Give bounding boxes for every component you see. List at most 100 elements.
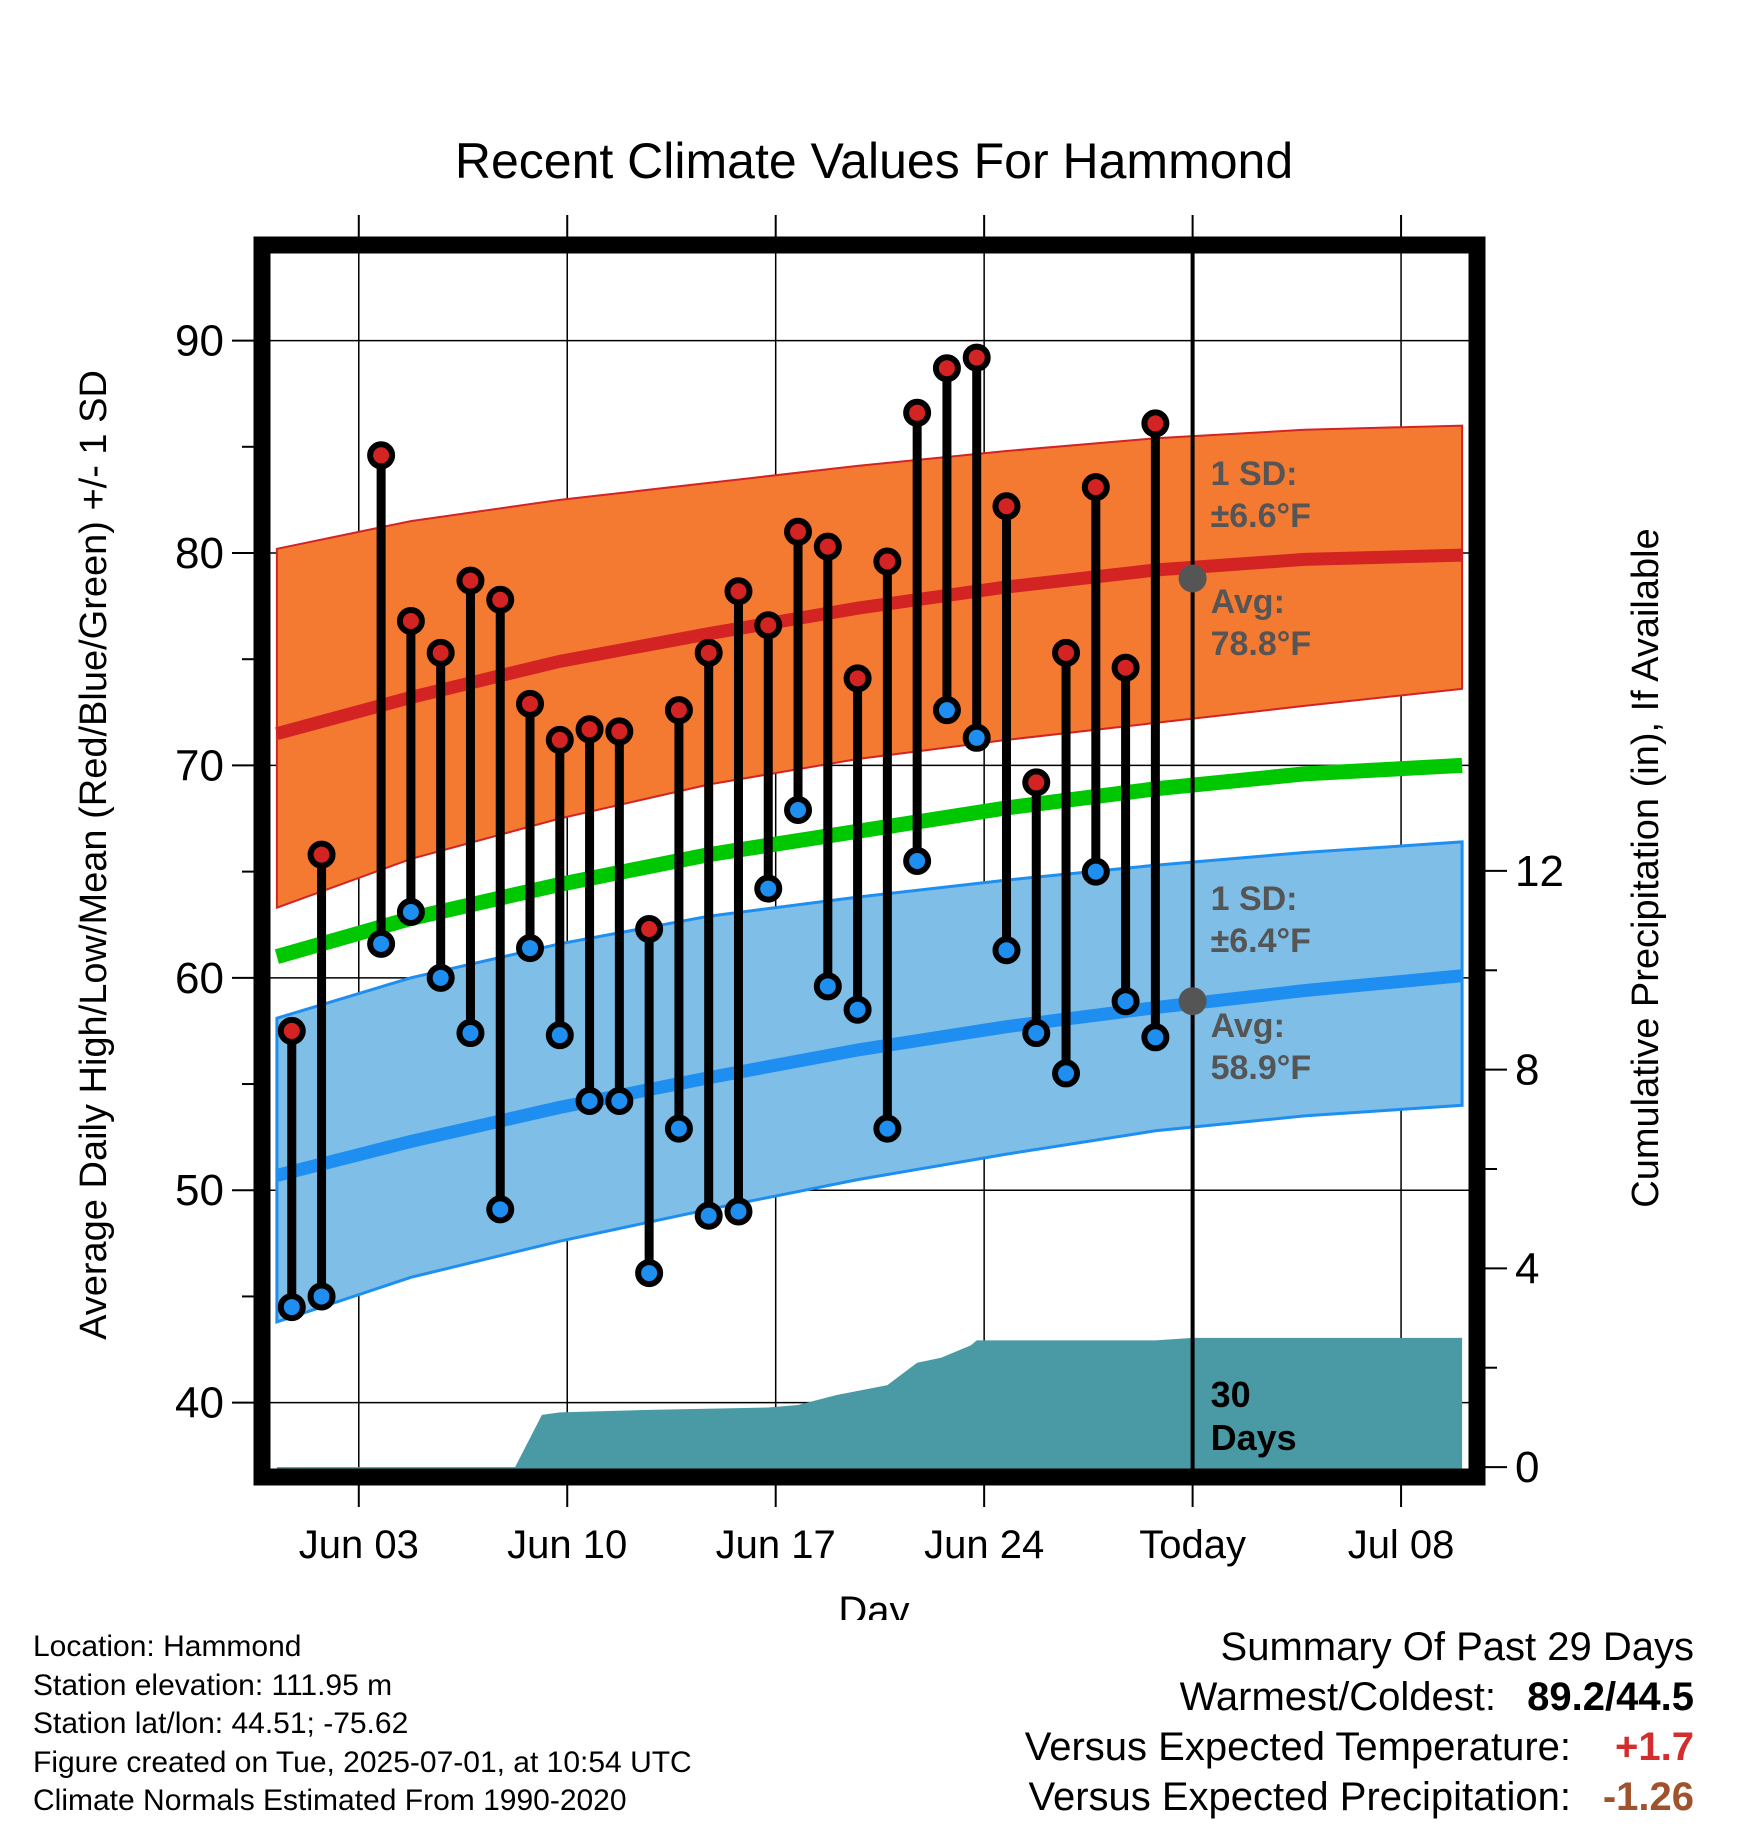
normals-text: Climate Normals Estimated From 1990-2020 [33,1784,627,1817]
chart-title: Recent Climate Values For Hammond [455,133,1293,189]
daily-low-point [843,995,872,1024]
daily-high-point [456,566,485,595]
daily-low-point [1111,987,1140,1016]
daily-low-point [426,963,455,992]
daily-low-point [694,1201,723,1230]
daily-low-point [545,1021,574,1050]
x-tick-label: Jun 17 [716,1523,836,1567]
avg-low-line [275,969,1463,1182]
low-avg-label: Avg: [1211,1007,1285,1045]
daily-high-point [843,664,872,693]
daily-high-point [575,715,604,744]
precipitation-row: Versus Expected Precipitation: -1.26 [1025,1772,1694,1822]
daily-low-point [784,796,813,825]
daily-low-point [1141,1023,1170,1052]
days-label-text: Days [1211,1417,1297,1458]
daily-high-point [1111,653,1140,682]
daily-high-point [1141,409,1170,438]
summary-heading: Summary Of Past 29 Days [1220,1625,1694,1669]
low-sd-value: ±6.4°F [1211,922,1311,960]
daily-high-point [367,441,396,470]
temperature-row: Versus Expected Temperature: +1.7 [1025,1722,1694,1772]
temperature-label: Versus Expected Temperature: [1024,1725,1571,1769]
summary-panel: Summary Of Past 29 Days Warmest/Coldest:… [1025,1622,1694,1822]
daily-high-point [1022,768,1051,797]
x-axis-label: Day [838,1589,909,1620]
plot-frame [253,236,1486,1486]
daily-high-point [694,638,723,667]
daily-low-point [962,723,991,752]
days-label-number: 30 [1211,1374,1251,1415]
low-avg-value: 58.9°F [1211,1049,1312,1087]
warmest-coldest-label: Warmest/Coldest: [1179,1675,1496,1719]
daily-high-point [724,577,753,606]
y-axis-label: Average Daily High/Low/Mean (Red/Blue/Gr… [73,370,115,1340]
precipitation-label: Versus Expected Precipitation: [1028,1775,1571,1819]
precipitation-area [276,1337,1463,1477]
daily-low-point [664,1114,693,1143]
daily-low-point [635,1259,664,1288]
daily-high-point [903,398,932,427]
daily-low-point [456,1019,485,1048]
y2-axis-label: Cumulative Precipitation (in), If Availa… [1625,528,1667,1207]
daily-high-point [635,914,664,943]
latlon-text: Station lat/lon: 44.51; -75.62 [33,1707,409,1740]
climate-chart: Recent Climate Values For Hammond 1 SD: ±… [73,133,1667,1620]
x-tick-label: Jun 10 [507,1523,627,1567]
plot-area: 1 SD: ±6.6°F Avg: 78.8°F 1 SD: ±6.4°F Avg: 58.9… [175,215,1564,1567]
daily-low-point [277,1293,306,1322]
daily-low-point [1022,1019,1051,1048]
daily-high-point [277,1016,306,1045]
y2-tick-label: 4 [1515,1244,1539,1293]
daily-low-point [932,696,961,725]
daily-low-point [367,929,396,958]
daily-high-point [784,517,813,546]
daily-low-point [575,1087,604,1116]
elevation-text: Station elevation: 111.95 m [33,1668,393,1702]
daily-high-point [992,492,1021,521]
daily-high-point [962,343,991,372]
y-tick-label: 60 [175,954,224,1003]
daily-high-point [932,354,961,383]
low-sd-label: 1 SD: [1211,880,1298,918]
station-info: Location: Hammond Station elevation: 111… [33,1628,692,1821]
daily-low-point [754,874,783,903]
y-tick-label: 90 [175,317,224,366]
avg-high-line [275,548,1463,740]
x-tick-label: Jun 03 [299,1523,419,1567]
daily-high-point [396,606,425,635]
location-text: Location: Hammond [33,1630,302,1663]
daily-high-point [545,725,574,754]
daily-high-point [516,689,545,718]
y2-tick-label: 12 [1515,847,1564,896]
today-avg-high-marker [1178,564,1207,593]
y-tick-label: 50 [175,1166,224,1215]
high-sd-value: ±6.6°F [1211,497,1311,535]
daily-low-point [307,1282,336,1311]
daily-high-point [486,585,515,614]
daily-low-point [516,934,545,963]
y2-tick-label: 8 [1515,1046,1539,1095]
today-avg-low-marker [1178,987,1207,1016]
daily-low-point [873,1114,902,1143]
high-avg-label: Avg: [1211,583,1285,621]
daily-low-point [1081,857,1110,886]
daily-high-point [605,717,634,746]
x-tick-label: Jul 08 [1348,1523,1455,1567]
x-tick-label: Today [1139,1523,1246,1567]
daily-high-point [307,840,336,869]
daily-low-point [903,847,932,875]
daily-low-point [396,897,425,926]
y-tick-label: 80 [175,529,224,578]
warmest-coldest-value: 89.2/44.5 [1527,1675,1694,1719]
daily-high-point [1081,473,1110,502]
daily-high-point [664,696,693,725]
high-avg-value: 78.8°F [1211,625,1312,663]
daily-low-point [1052,1059,1081,1088]
created-text: Figure created on Tue, 2025-07-01, at 10… [33,1745,692,1779]
daily-low-point [605,1087,634,1116]
temperature-value: +1.7 [1615,1725,1694,1769]
warmest-coldest-row: Warmest/Coldest: 89.2/44.5 [1025,1672,1694,1722]
daily-high-point [873,547,902,576]
y-tick-label: 70 [175,741,224,790]
